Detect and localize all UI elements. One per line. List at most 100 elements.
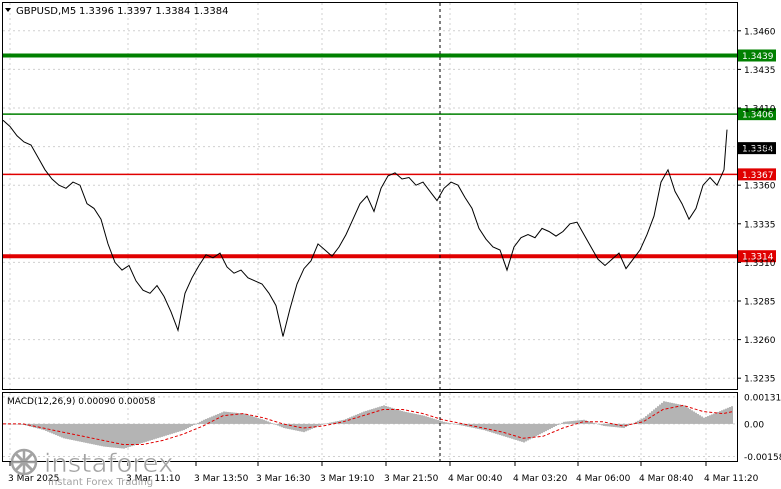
macd-bar [663,401,665,424]
macd-bar [463,423,465,426]
price-axis: 1.3460 1.3435 1.3410 1.3385 1.3360 1.3335 1.33… [737,27,776,385]
macd-bar [35,423,37,429]
macd-bar [51,423,53,434]
macd-bar [617,423,619,428]
macd-bar [109,423,111,448]
macd-bar [553,423,555,427]
macd-bar [659,404,661,424]
macd-bar [713,413,715,424]
macd-bar [697,414,699,424]
macd-bar [207,418,209,424]
current-price-label: 1.3384 [742,145,774,155]
macd-bar [211,416,213,424]
macd-bar [417,414,419,424]
macd-bar [671,402,673,424]
time-tick-label: 3 Mar 2025 [8,474,59,484]
price-tick-label: 1.3360 [744,182,776,192]
macd-bar [487,423,489,432]
macd-bar [295,423,297,431]
macd-bar [653,409,655,424]
macd-bar [67,423,69,440]
macd-bar [561,422,563,424]
macd-bar [359,413,361,424]
macd-bar [425,416,427,424]
macd-bar [547,423,549,431]
macd-bar [195,423,197,425]
current-price-box [738,142,776,155]
macd-bar [693,411,695,424]
macd-bar [175,423,177,433]
macd-bar [563,421,565,424]
macd-bar [373,408,375,424]
price-tick-label: 1.3385 [744,143,776,153]
macd-bar [167,423,169,436]
macd-bar [399,410,401,424]
macd-bar [49,423,51,433]
macd-bar [61,423,63,438]
macd-bar [65,423,67,439]
macd-bar [437,419,439,424]
macd-bar [11,423,13,425]
macd-bar [105,423,107,447]
macd-bar [661,402,663,424]
macd-bar [103,423,105,447]
macd-bar [651,411,653,424]
price-tick-label: 1.3310 [744,259,776,269]
macd-bar [231,412,233,424]
macd-bar [665,401,667,424]
triangle-down-icon[interactable] [5,8,11,12]
macd-bar [703,417,705,424]
macd-bar [183,423,185,431]
macd-bar [277,423,279,426]
macd-bar [89,423,91,444]
macd-bar [577,420,579,424]
macd-bar [641,418,643,424]
macd-bar [375,407,377,424]
macd-bar [367,410,369,424]
macd-bar [73,423,75,441]
macd-bar [117,423,119,449]
macd-bar [523,423,525,443]
macd-bar [727,407,729,424]
level-label-box [738,168,776,181]
macd-bar [419,414,421,424]
level-label-box [738,49,776,62]
level-label: 1.3439 [742,52,774,62]
macd-bar [639,419,641,424]
macd-bar [323,423,325,425]
macd-bar [491,423,493,433]
macd-bar [565,421,567,424]
macd-bar [215,414,217,424]
macd-bar [571,421,573,424]
macd-bar [243,413,245,424]
macd-label: MACD(12,26,9) 0.00090 0.00058 [7,397,156,407]
macd-bar [125,423,127,449]
macd-bar [187,423,189,429]
time-axis: 3 Mar 2025 3 Mar 11:10 3 Mar 13:50 3 Mar 16… [8,462,759,484]
macd-bar [465,423,467,427]
macd-tick-label: -0.00158 [744,453,781,463]
macd-bar [605,423,607,427]
macd-bar [401,410,403,424]
macd-bar [113,423,115,448]
macd-bar [715,412,717,424]
macd-bar [731,406,733,424]
macd-bar [191,423,193,426]
macd-signal [3,404,734,445]
macd-bar [369,409,371,424]
macd-bar [405,411,407,424]
macd-bar [313,423,315,429]
macd-bar [223,411,225,424]
macd-bar [603,423,605,426]
macd-bar [25,423,27,426]
macd-bar [383,405,385,424]
macd-bar [575,420,577,424]
macd-bar [441,421,443,424]
macd-bar [275,423,277,425]
level-label-box [738,108,776,121]
macd-bar [137,423,139,445]
macd-bar [311,423,313,429]
macd-bar [301,423,303,432]
macd-bar [269,422,271,424]
